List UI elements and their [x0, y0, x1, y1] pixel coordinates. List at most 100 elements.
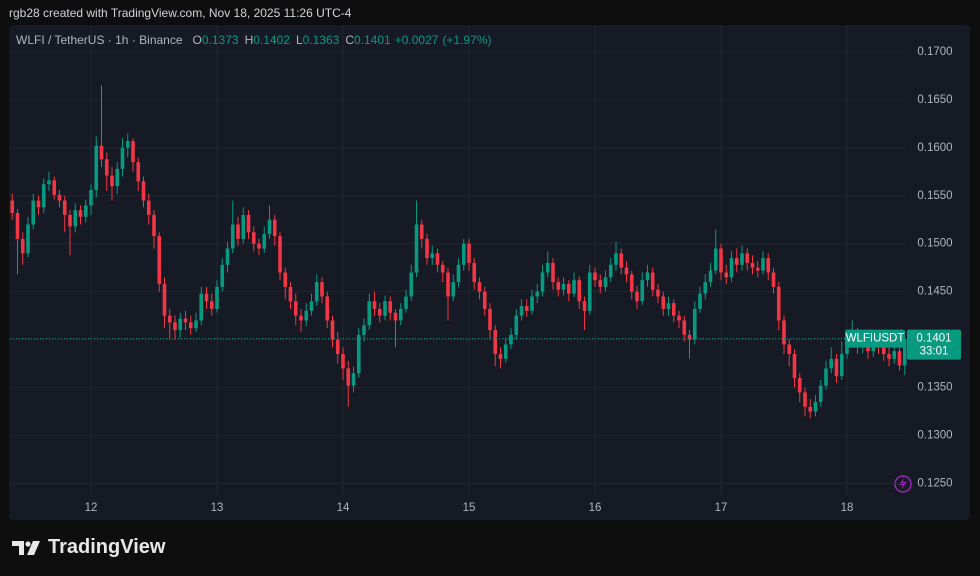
candle-body — [824, 368, 828, 386]
ohlc-label: O — [192, 33, 202, 47]
candle-body — [131, 141, 135, 163]
candle-body — [803, 392, 807, 407]
candle-body — [31, 200, 36, 225]
candle-body — [152, 214, 156, 237]
candle-body — [278, 236, 282, 273]
candle-body — [62, 200, 67, 215]
candle-body — [341, 354, 345, 369]
candle-body — [215, 286, 219, 309]
candle-body — [125, 141, 130, 148]
candle-body — [257, 243, 261, 249]
candle-body — [708, 270, 713, 283]
candle-body — [503, 344, 508, 359]
countdown-label: 33:01 — [920, 346, 949, 358]
candle-body — [593, 272, 597, 281]
symbol-tag — [845, 329, 905, 348]
candle-body — [372, 301, 377, 309]
candle-body — [115, 168, 120, 187]
candle-body — [451, 282, 456, 297]
candle-body — [120, 147, 125, 169]
change: +0.0027 — [394, 33, 439, 47]
candle-body — [572, 280, 576, 294]
candle-body — [692, 308, 697, 340]
candle-body — [514, 315, 519, 335]
candle-body — [629, 274, 634, 292]
candle-body — [52, 180, 57, 195]
x-tick-label: 14 — [337, 502, 350, 514]
candle-body — [136, 162, 141, 182]
candle-body — [10, 200, 15, 214]
candle-body — [488, 308, 492, 331]
candle-body — [587, 272, 592, 311]
candle-body — [383, 301, 387, 316]
candle-body — [225, 248, 230, 265]
candle-body — [230, 224, 235, 249]
candle-body — [493, 330, 498, 355]
x-tick-label: 13 — [211, 502, 224, 514]
candle-body — [325, 296, 330, 321]
candle-body — [519, 306, 524, 316]
candle-body — [881, 347, 886, 355]
candle-body — [304, 310, 309, 321]
candle-body — [246, 214, 251, 233]
candle-body — [614, 253, 618, 265]
candle-body — [787, 344, 792, 355]
candle-body — [603, 277, 608, 287]
candle-body — [309, 301, 314, 311]
price-tag — [907, 329, 961, 360]
candle-body — [89, 189, 93, 206]
brand-logo: TradingView — [12, 536, 165, 559]
candle-body — [409, 272, 414, 297]
candle-body — [524, 306, 529, 311]
candle-body — [267, 219, 272, 235]
candle-body — [299, 315, 303, 321]
candle-body — [545, 262, 550, 273]
candle-body — [509, 334, 513, 345]
candle-body — [167, 315, 172, 323]
candle-body — [635, 291, 639, 302]
candle-body — [41, 184, 46, 208]
candle-body — [650, 272, 655, 290]
candle-body — [556, 282, 561, 290]
candle-body — [283, 272, 288, 287]
candle-body — [671, 303, 676, 316]
candle-body — [829, 358, 834, 369]
candle-body — [320, 282, 324, 297]
brand-name: TradingView — [48, 536, 166, 558]
candle-body — [687, 334, 692, 340]
candle-body — [26, 224, 30, 254]
ohlc-value: 0.1373 — [201, 33, 239, 47]
candle-body — [204, 293, 209, 302]
candle-body — [719, 248, 723, 273]
candle-body — [157, 236, 162, 285]
candle-body — [404, 296, 408, 309]
candle-body — [15, 213, 20, 239]
x-tick-label: 18 — [841, 502, 854, 514]
candle-body — [535, 291, 540, 297]
candle-body — [456, 264, 461, 283]
candle-body — [393, 312, 398, 321]
candle-body — [73, 210, 78, 227]
y-tick-label: 0.1450 — [917, 286, 952, 298]
candle-body — [335, 339, 340, 355]
candle-body — [346, 368, 351, 386]
candle-body — [146, 200, 151, 215]
x-tick-label: 16 — [589, 502, 602, 514]
candle-body — [839, 354, 844, 377]
candle-body — [482, 291, 487, 309]
symbol-title: WLFI / TetherUS · 1h · Binance — [16, 33, 183, 47]
candle-body — [766, 258, 771, 273]
candle-body — [698, 293, 702, 309]
candle-body — [199, 293, 204, 321]
candle-body — [351, 373, 356, 386]
candle-body — [892, 351, 897, 359]
candle-body — [262, 234, 267, 249]
candle-body — [178, 318, 183, 331]
candle-body — [209, 301, 214, 309]
candle-body — [530, 296, 534, 311]
candle-body — [104, 159, 109, 176]
candle-body — [724, 272, 729, 278]
ohlc-value: 0.1363 — [302, 33, 340, 47]
credit: rgb28 created with TradingView.com, Nov … — [9, 6, 352, 20]
